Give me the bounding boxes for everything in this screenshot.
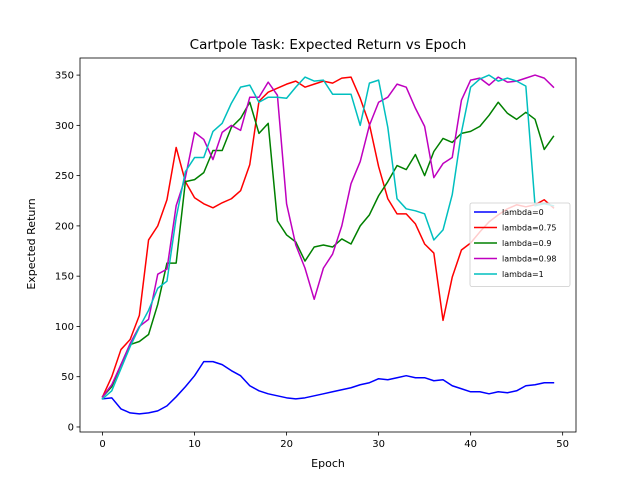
x-axis: 0 10 20 30 40 50 [99, 432, 569, 450]
y-tick-label: 150 [55, 272, 74, 283]
series-line-0 [101, 360, 555, 415]
legend-box [469, 202, 571, 287]
y-tick-label: 300 [55, 121, 74, 132]
chart-title: Cartpole Task: Expected Return vs Epoch [190, 37, 467, 53]
legend-label: lambda=0.75 [502, 224, 557, 233]
x-tick-label: 0 [99, 439, 105, 450]
x-tick-label: 30 [372, 439, 385, 450]
y-tick-label: 350 [55, 71, 74, 82]
x-tick-label: 40 [464, 439, 477, 450]
y-axis-label: Expected Return [25, 198, 38, 289]
series-line-4 [101, 74, 555, 400]
legend-label: lambda=1 [502, 270, 544, 279]
y-axis: 0 50 100 150 200 250 300 350 [55, 71, 80, 433]
y-tick-label: 0 [68, 422, 74, 433]
series-line-2 [101, 101, 555, 398]
x-tick-label: 10 [188, 439, 201, 450]
legend-label: lambda=0.9 [502, 239, 551, 248]
legend-label: lambda=0 [502, 208, 544, 217]
x-tick-label: 50 [556, 439, 569, 450]
y-tick-label: 100 [55, 322, 74, 333]
series-line-3 [101, 74, 555, 398]
y-tick-label: 250 [55, 171, 74, 182]
x-axis-label: Epoch [311, 457, 345, 470]
plot-area [79, 57, 577, 433]
plot-frame [79, 57, 577, 433]
y-tick-label: 200 [55, 221, 74, 232]
legend-label: lambda=0.98 [502, 255, 557, 264]
x-tick-label: 20 [280, 439, 293, 450]
y-tick-label: 50 [61, 372, 74, 383]
legend: lambda=0 lambda=0.75 lambda=0.9 lambda=0.98… [469, 202, 571, 287]
